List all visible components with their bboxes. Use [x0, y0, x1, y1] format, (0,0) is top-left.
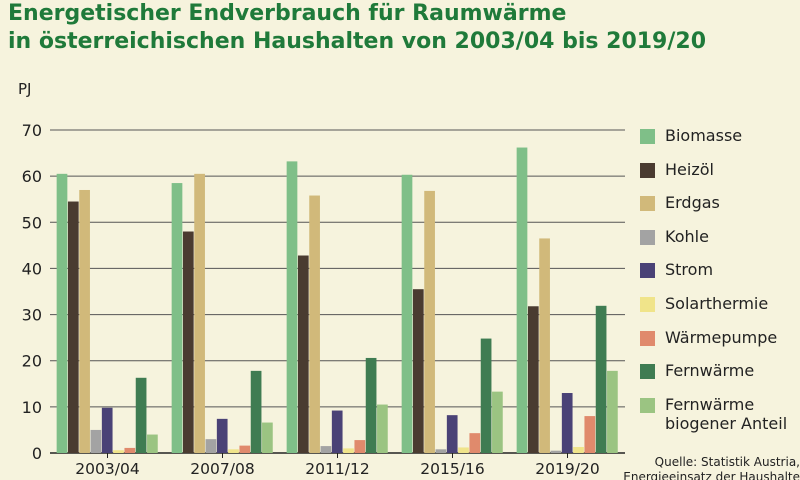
bar-erdgas: [539, 238, 550, 453]
bar-w-rmepumpe: [354, 440, 366, 453]
bar-strom: [561, 393, 573, 453]
bar-fernw-rme-biogener-anteil: [492, 391, 503, 453]
bar-fernw-rme-biogener-anteil: [377, 404, 388, 453]
title-line-1: Energetischer Endverbrauch für Raumwärme: [8, 1, 567, 26]
bar-fernw-rme-biogener-anteil: [147, 434, 158, 453]
legend-label: Wärmepumpe: [665, 327, 778, 347]
legend-swatch: [640, 263, 655, 279]
legend-item: Erdgas: [640, 191, 800, 225]
bar-strom: [446, 415, 458, 453]
x-tick-label: 2011/12: [305, 460, 369, 478]
legend-swatch: [640, 162, 655, 178]
bar-kohle: [435, 449, 447, 453]
source-note: Quelle: Statistik Austria, Energieeinsat…: [612, 455, 800, 480]
bar-solarthermie: [113, 450, 124, 453]
bar-fernw-rme: [250, 370, 262, 453]
y-tick-label: 50: [22, 213, 42, 232]
bar-heiz-l: [297, 255, 309, 453]
chart-title: Energetischer Endverbrauch für Raumwärme…: [8, 0, 706, 56]
legend-swatch: [640, 296, 655, 312]
bar-fernw-rme-biogener-anteil: [607, 370, 618, 453]
bar-w-rmepumpe: [469, 433, 481, 453]
legend-label: Biomasse: [665, 126, 743, 145]
legend-item: Wärmepumpe: [640, 326, 800, 360]
bar-heiz-l: [412, 289, 424, 453]
legend-swatch: [640, 229, 655, 245]
bar-heiz-l: [182, 231, 194, 453]
bar-biomasse: [56, 173, 68, 454]
bar-heiz-l: [67, 201, 79, 453]
legend-label: Fernwärme: [665, 361, 755, 381]
legend-item: Strom: [640, 258, 800, 292]
bar-w-rmepumpe: [124, 447, 136, 453]
bar-fernw-rme: [365, 357, 377, 453]
legend-swatch: [640, 364, 655, 380]
bar-biomasse: [401, 174, 413, 453]
legend-item: Solarthermie: [640, 292, 800, 326]
bar-fernw-rme-biogener-anteil: [262, 422, 273, 453]
bar-solarthermie: [343, 448, 354, 453]
bar-erdgas: [194, 173, 205, 454]
bar-solarthermie: [458, 447, 469, 453]
legend-label: Strom: [665, 260, 714, 280]
bar-kohle: [320, 446, 332, 453]
bar-fernw-rme: [480, 338, 492, 453]
bar-biomasse: [516, 147, 528, 453]
source-line-1: Quelle: Statistik Austria,: [654, 455, 800, 469]
bar-w-rmepumpe: [239, 445, 251, 453]
y-tick-label: 30: [22, 306, 42, 325]
y-tick-label: 10: [22, 398, 42, 417]
legend-item: Biomasse: [640, 124, 800, 158]
source-line-2: Energieeinsatz der Haushalte: [623, 470, 800, 480]
bar-erdgas: [79, 189, 90, 453]
title-line-2: in österreichischen Haushalten von 2003/…: [8, 29, 707, 54]
legend-label: Kohle: [665, 226, 709, 246]
legend-swatch: [640, 196, 655, 212]
legend-item: Heizöl: [640, 158, 800, 192]
legend-label: Fernwärme biogener Anteil: [665, 394, 788, 433]
x-tick-label: 2003/04: [75, 460, 139, 478]
bar-kohle: [205, 439, 217, 453]
legend-label: Erdgas: [665, 193, 720, 213]
legend-label: Heizöl: [665, 159, 714, 179]
legend-item: Fernwärme: [640, 359, 800, 393]
legend-swatch: [640, 397, 655, 413]
chart-legend: Biomasse Heizöl Erdgas Kohle Strom Solartherm…: [640, 124, 800, 433]
x-tick-label: 2007/08: [190, 460, 254, 478]
bar-erdgas: [424, 190, 435, 453]
bar-heiz-l: [527, 306, 539, 453]
bar-fernw-rme: [135, 377, 147, 453]
y-tick-label: 0: [32, 444, 42, 463]
bar-biomasse: [286, 161, 298, 453]
x-tick-label: 2019/20: [535, 460, 599, 478]
y-tick-label: 40: [22, 259, 42, 278]
legend-item: Fernwärme biogener Anteil: [640, 393, 800, 433]
y-tick-label: 20: [22, 352, 42, 371]
y-axis-unit-label: PJ: [18, 80, 32, 98]
legend-item: Kohle: [640, 225, 800, 259]
legend-label: Solarthermie: [665, 293, 769, 313]
bar-kohle: [550, 450, 562, 453]
bar-strom: [101, 407, 113, 453]
bar-strom: [216, 418, 228, 453]
bar-biomasse: [171, 183, 183, 454]
bar-erdgas: [309, 195, 320, 453]
bar-solarthermie: [228, 449, 239, 453]
y-tick-label: 60: [22, 167, 42, 186]
bar-solarthermie: [573, 447, 584, 453]
x-tick-label: 2015/16: [420, 460, 484, 478]
legend-swatch: [640, 330, 655, 346]
bar-w-rmepumpe: [584, 416, 596, 453]
bar-fernw-rme: [595, 305, 607, 453]
bar-strom: [331, 410, 343, 453]
legend-swatch: [640, 129, 655, 144]
bar-kohle: [90, 429, 102, 453]
y-tick-label: 70: [22, 121, 42, 140]
